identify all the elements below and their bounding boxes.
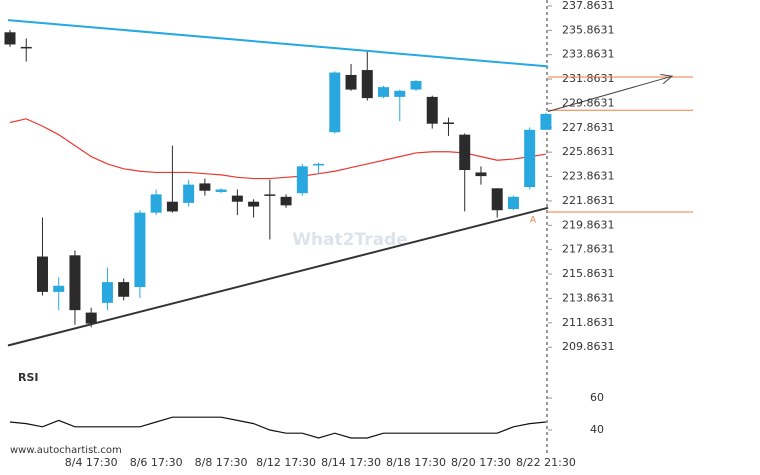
y-tick-label: 231.8631 (562, 72, 615, 85)
trendline (7, 19, 549, 68)
candle-body (118, 282, 130, 297)
rsi-title: RSI (18, 371, 39, 384)
candle-body (101, 282, 113, 303)
candle-body (507, 196, 519, 210)
trendline (7, 206, 549, 347)
candle-body (378, 87, 390, 97)
moving-average (9, 118, 547, 180)
y-tick-label: 219.8631 (562, 218, 615, 231)
candle-body (313, 163, 325, 166)
rsi-line (9, 416, 546, 439)
y-tick-label: 217.8631 (562, 243, 615, 256)
x-tick-label: 8/6 17:30 (130, 456, 183, 469)
projection-arrow (547, 76, 672, 112)
candle-body (69, 255, 81, 311)
candle-body (459, 134, 471, 171)
candle-body (215, 189, 227, 192)
candle-body (296, 166, 308, 194)
candle-body (442, 122, 454, 124)
candle-body (361, 70, 373, 99)
y-tick-label: 223.8631 (562, 170, 615, 183)
candle-body (36, 256, 48, 292)
y-tick-label: 209.8631 (562, 340, 615, 353)
y-tick-label: 233.8631 (562, 48, 615, 61)
y-tick-label: 213.8631 (562, 291, 615, 304)
y-tick-label: 215.8631 (562, 267, 615, 280)
x-tick-label: 8/12 17:30 (256, 456, 316, 469)
y-tick-label: 235.8631 (562, 23, 615, 36)
x-tick-label: 8/22 21:30 (516, 456, 576, 469)
candle-body (475, 172, 487, 177)
x-tick-label: 8/4 17:30 (65, 456, 118, 469)
y-tick-label: 225.8631 (562, 145, 615, 158)
candle-body (166, 201, 178, 212)
y-tick-label: 237.8631 (562, 0, 615, 12)
candle-body (20, 46, 32, 49)
candle-body (4, 32, 16, 45)
rsi-tick-label: 40 (590, 423, 604, 436)
candle-body (183, 184, 195, 203)
candle-body (248, 201, 260, 207)
y-tick-label: 227.8631 (562, 121, 615, 134)
watermark: What2Trade (292, 230, 408, 250)
candle-body (426, 96, 438, 124)
candle-body (85, 312, 97, 324)
pattern-point-label: A (530, 216, 537, 226)
candle-body (199, 183, 211, 191)
candle-body (410, 81, 422, 90)
x-tick-label: 8/20 17:30 (451, 456, 511, 469)
candle-body (280, 196, 292, 206)
candle-body (150, 194, 162, 213)
candle-body (540, 113, 552, 130)
candle-body (524, 129, 536, 188)
x-tick-label: 8/18 17:30 (386, 456, 446, 469)
candle-body (264, 194, 276, 196)
candle-body (491, 188, 503, 211)
y-tick-label: 221.8631 (562, 194, 615, 207)
candle-body (394, 90, 406, 97)
candle-body (53, 285, 65, 292)
candle-body (134, 212, 146, 288)
candle-body (345, 74, 357, 90)
rsi-tick-label: 60 (590, 391, 604, 404)
candle-body (231, 195, 243, 202)
y-tick-label: 211.8631 (562, 316, 615, 329)
x-tick-label: 8/8 17:30 (195, 456, 248, 469)
source: www.autochartist.com (10, 445, 122, 456)
candle-body (329, 72, 341, 133)
y-tick-label: 229.8631 (562, 96, 615, 109)
x-tick-label: 8/14 17:30 (321, 456, 381, 469)
